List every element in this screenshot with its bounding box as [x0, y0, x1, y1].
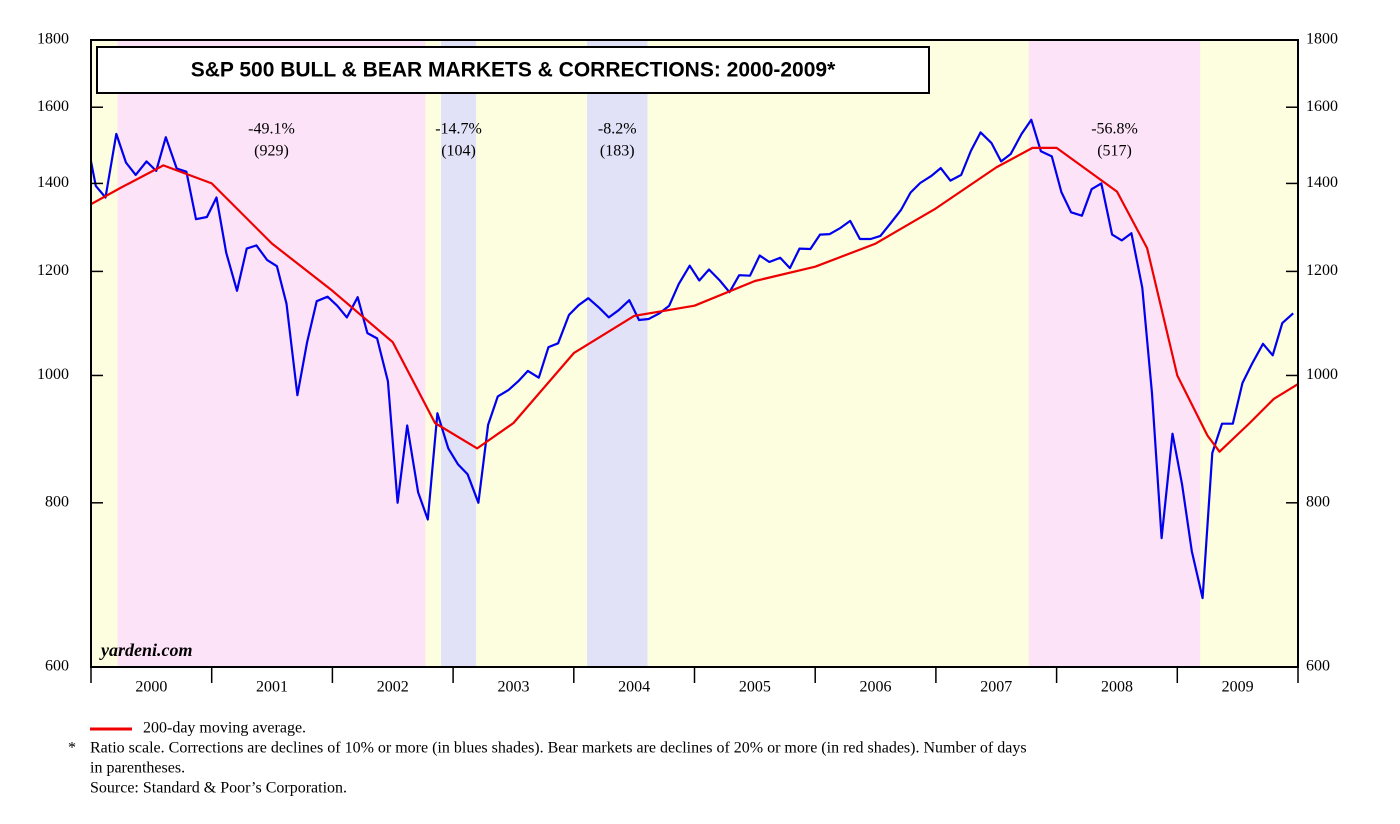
- y-tick-label: 1400: [37, 174, 69, 191]
- region-label: -14.7%: [435, 121, 482, 138]
- y2-tick-label: 600: [1306, 658, 1330, 675]
- series-line: [89, 118, 1294, 600]
- y2-tick-label: 1200: [1306, 262, 1338, 279]
- watermark: yardeni.com: [99, 640, 193, 660]
- region-days: (929): [254, 143, 289, 160]
- y2-tick-label: 800: [1306, 493, 1330, 510]
- x-tick-label: 2000: [135, 679, 167, 696]
- y-tick-label: 600: [45, 658, 69, 675]
- region-days: (517): [1097, 143, 1132, 160]
- x-tick-label: 2007: [980, 679, 1012, 696]
- region-days: (104): [441, 143, 476, 160]
- y2-tick-label: 1600: [1306, 98, 1338, 115]
- x-tick-label: 2008: [1101, 679, 1133, 696]
- legend-label: 200-day moving average.: [143, 720, 306, 737]
- note-line: in parentheses.: [90, 760, 185, 777]
- y-tick-label: 800: [45, 493, 69, 510]
- title-box: [96, 46, 930, 94]
- note-line: Ratio scale. Corrections are declines of…: [90, 740, 1027, 757]
- y2-tick-label: 1000: [1306, 366, 1338, 383]
- series-line: [90, 146, 1299, 453]
- y2-tick-label: 1800: [1306, 31, 1338, 48]
- y-tick-label: 1800: [37, 31, 69, 48]
- region-label: -8.2%: [598, 121, 637, 138]
- x-tick-label: 2001: [256, 679, 288, 696]
- x-tick-label: 2002: [377, 679, 409, 696]
- shaded-region: [441, 40, 477, 667]
- x-tick-label: 2006: [860, 679, 892, 696]
- shaded-region: [587, 40, 648, 667]
- y2-tick-label: 1400: [1306, 174, 1338, 191]
- region-label: -56.8%: [1091, 121, 1138, 138]
- chart-title: S&P 500 BULL & BEAR MARKETS & CORRECTION…: [191, 59, 836, 82]
- region-days: (183): [600, 143, 635, 160]
- y-tick-label: 1200: [37, 262, 69, 279]
- x-tick-label: 2009: [1222, 679, 1254, 696]
- x-tick-label: 2004: [618, 679, 650, 696]
- y-tick-label: 1000: [37, 366, 69, 383]
- region-label: -49.1%: [248, 121, 295, 138]
- x-tick-label: 2005: [739, 679, 771, 696]
- x-tick-label: 2003: [497, 679, 529, 696]
- note-line: Source: Standard & Poor’s Corporation.: [90, 780, 347, 797]
- y-tick-label: 1600: [37, 98, 69, 115]
- note-marker: *: [68, 740, 76, 757]
